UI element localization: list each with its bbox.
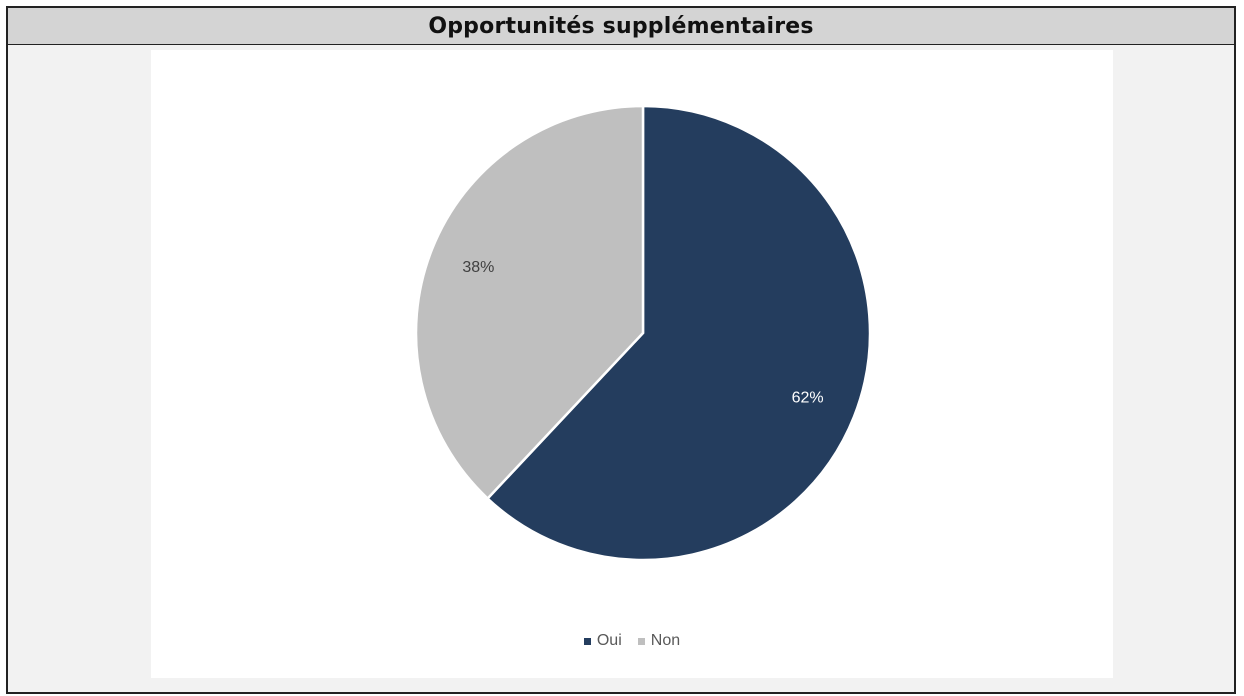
table-frame: Opportunités supplémentaires 62% 38% Oui … bbox=[6, 6, 1236, 694]
chart-panel: 62% 38% Oui Non bbox=[151, 50, 1113, 678]
legend-item-oui: Oui bbox=[583, 632, 622, 650]
slice-label-oui: 62% bbox=[792, 389, 824, 406]
legend-item-non: Non bbox=[637, 632, 681, 650]
legend-label-oui: Oui bbox=[596, 632, 622, 649]
pie-slice-oui bbox=[485, 104, 872, 562]
slice-label-non: 38% bbox=[462, 259, 494, 276]
legend-label-non: Non bbox=[650, 632, 681, 649]
chart-title: Opportunités supplémentaires bbox=[428, 13, 814, 39]
legend-swatch-oui bbox=[583, 637, 591, 645]
header-cell: Opportunités supplémentaires bbox=[8, 8, 1234, 45]
pie-slice-non bbox=[414, 104, 645, 501]
legend: Oui Non bbox=[151, 632, 1113, 650]
legend-swatch-non bbox=[637, 637, 645, 645]
pie-chart: 62% 38% bbox=[414, 104, 872, 562]
